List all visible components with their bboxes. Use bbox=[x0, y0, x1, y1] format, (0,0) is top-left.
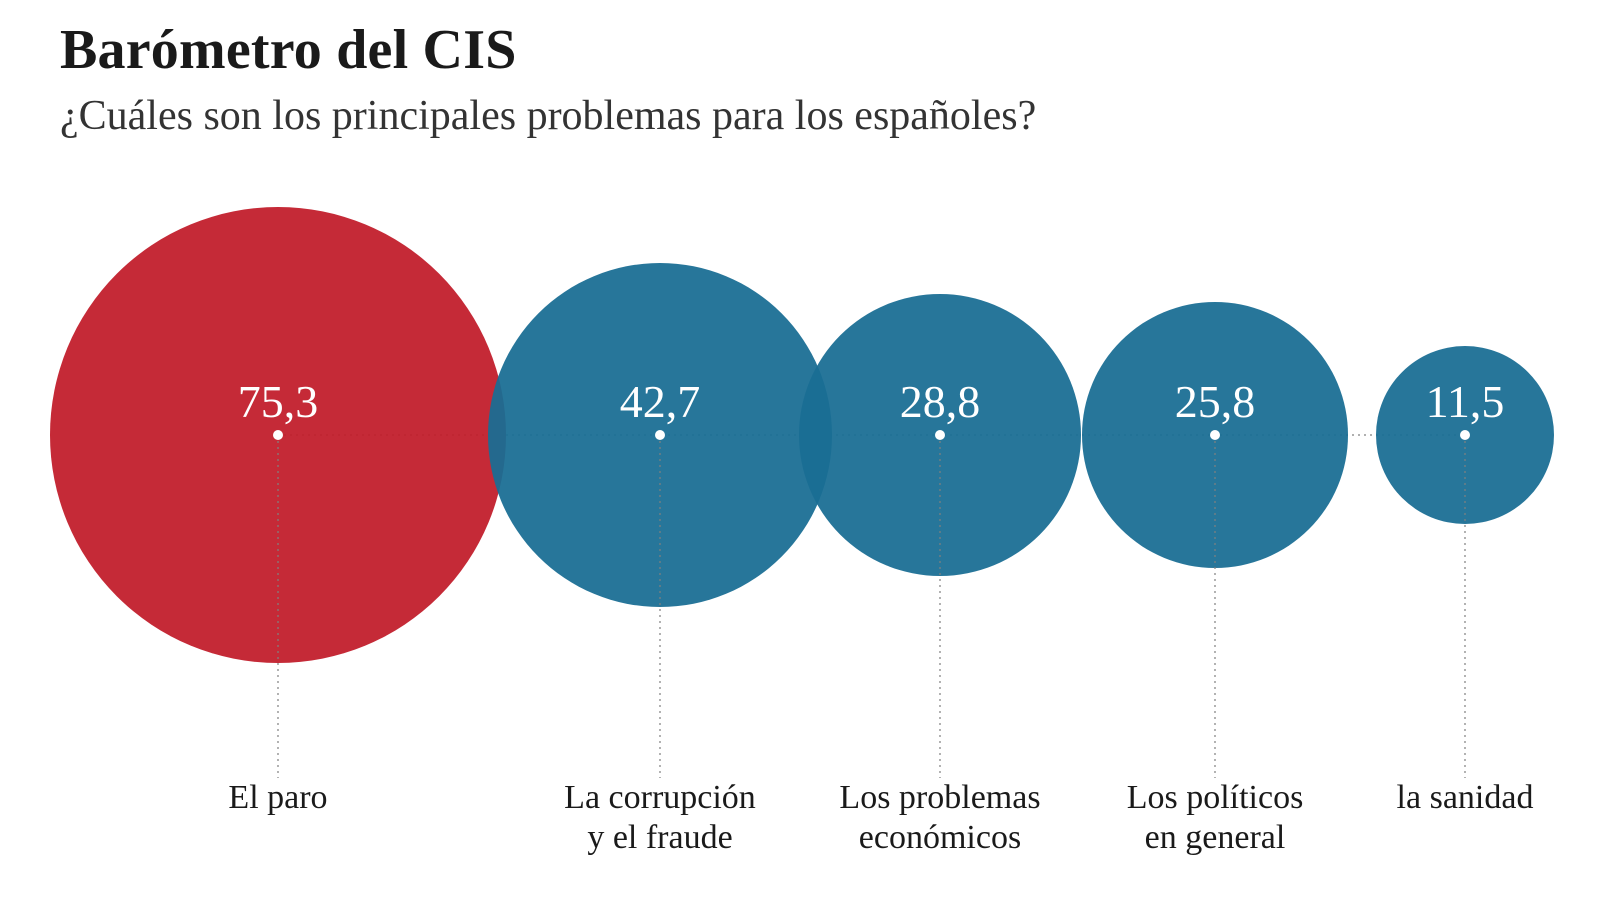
center-dot-0 bbox=[273, 430, 283, 440]
bubble-label-2-line-1: económicos bbox=[859, 819, 1021, 856]
bubble-value-3: 25,8 bbox=[1175, 376, 1256, 427]
bubble-chart: 75,3 42,7 28,8 25,8 11,5 El paro La corrupción… bbox=[0, 0, 1608, 903]
bubble-value-2: 28,8 bbox=[900, 376, 981, 427]
bubble-value-1: 42,7 bbox=[620, 376, 701, 427]
bubble-value-0: 75,3 bbox=[238, 376, 319, 427]
bubble-label-0-line-0: El paro bbox=[228, 779, 327, 816]
center-dot-4 bbox=[1460, 430, 1470, 440]
bubble-label-3-line-1: en general bbox=[1145, 819, 1286, 856]
bubble-label-4-line-0: la sanidad bbox=[1397, 779, 1534, 816]
bubble-label-1-line-0: La corrupción bbox=[564, 779, 756, 816]
bubble-label-3-line-0: Los políticos bbox=[1127, 779, 1304, 816]
bubble-value-4: 11,5 bbox=[1426, 376, 1505, 427]
bubble-label-1-line-1: y el fraude bbox=[587, 819, 732, 856]
center-dot-2 bbox=[935, 430, 945, 440]
bubble-label-2-line-0: Los problemas bbox=[839, 779, 1040, 816]
center-dot-1 bbox=[655, 430, 665, 440]
center-dot-3 bbox=[1210, 430, 1220, 440]
